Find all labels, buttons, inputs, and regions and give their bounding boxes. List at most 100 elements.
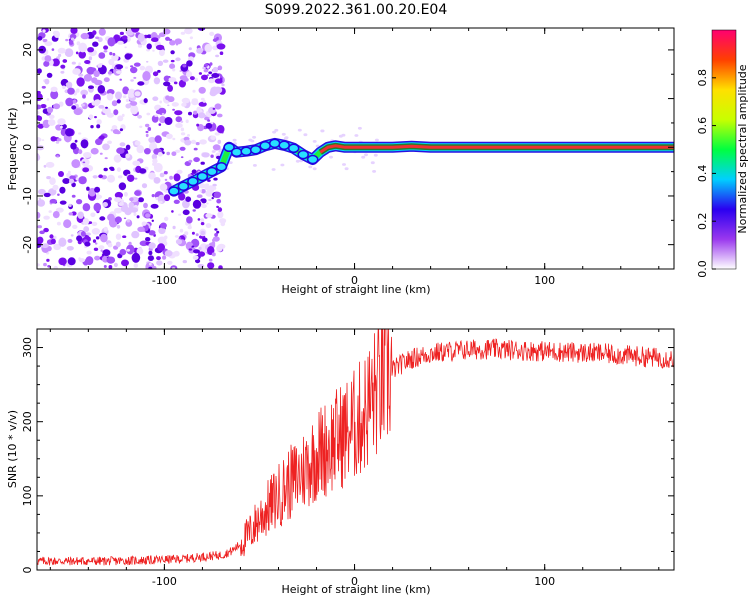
- speckle-dot: [228, 161, 233, 165]
- speckle-dot: [211, 197, 214, 200]
- speckle-dot: [217, 211, 224, 219]
- speckle-dot: [46, 106, 54, 114]
- speckle-dot: [94, 242, 98, 245]
- speckle-dot: [170, 59, 175, 63]
- speckle-dot: [192, 255, 199, 260]
- speckle-dot: [37, 263, 40, 267]
- y-tick-label: 200: [21, 411, 34, 432]
- speckle-dot: [67, 170, 71, 174]
- speckle-dot: [202, 237, 208, 243]
- speckle-dot: [204, 63, 209, 67]
- speckle-dot: [57, 193, 60, 196]
- speckle-dot: [218, 265, 223, 269]
- speckle-dot: [116, 70, 122, 74]
- speckle-dot: [147, 255, 154, 261]
- speckle-dot: [187, 134, 190, 137]
- speckle-dot: [104, 157, 108, 160]
- speckle-dot: [152, 49, 155, 52]
- speckle-dot: [126, 244, 135, 255]
- speckle-dot: [152, 71, 159, 77]
- speckle-dot: [342, 163, 346, 166]
- speckle-dot: [129, 207, 139, 213]
- speckle-dot: [221, 83, 225, 87]
- speckle-dot: [96, 124, 101, 129]
- speckle-dot: [118, 182, 127, 191]
- speckle-dot: [173, 173, 181, 182]
- speckle-dot: [49, 198, 57, 204]
- speckle-dot: [207, 119, 211, 122]
- speckle-dot: [46, 98, 50, 101]
- speckle-dot: [124, 46, 127, 49]
- speckle-dot: [116, 99, 121, 104]
- speckle-dot: [204, 185, 210, 191]
- speckle-dot: [114, 64, 124, 70]
- speckle-dot: [202, 99, 206, 103]
- speckle-dot: [107, 243, 113, 248]
- speckle-dot: [96, 119, 102, 125]
- speckle-dot: [182, 77, 189, 82]
- speckle-dot: [97, 85, 106, 94]
- speckle-dot: [173, 199, 180, 204]
- speckle-dot: [186, 71, 193, 78]
- snr-series-line: [37, 329, 674, 566]
- speckle-dot: [202, 66, 206, 70]
- speckle-dot: [117, 175, 123, 179]
- speckle-dot: [361, 155, 366, 159]
- speckle-dot: [134, 177, 138, 180]
- speckle-dot: [158, 48, 165, 57]
- speckle-dot: [171, 151, 177, 156]
- speckle-dot: [141, 221, 147, 226]
- speckle-dot: [167, 84, 174, 92]
- speckle-dot: [219, 218, 227, 224]
- colorbar-tick-label: 0.2: [696, 212, 709, 230]
- speckle-dot: [216, 205, 220, 209]
- speckle-dot: [113, 154, 122, 163]
- speckle-dot: [143, 98, 148, 104]
- speckle-dot: [131, 28, 140, 33]
- speckle-dot: [107, 37, 116, 47]
- speckle-dot: [198, 112, 206, 119]
- speckle-dot: [84, 241, 91, 247]
- speckle-dot: [119, 128, 123, 132]
- speckle-dot: [201, 198, 207, 204]
- speckle-dot: [94, 85, 98, 88]
- speckle-dot: [156, 256, 161, 261]
- speckle-dot: [214, 228, 218, 231]
- speckle-dot: [111, 100, 118, 107]
- speckle-dot: [145, 123, 150, 128]
- speckle-dot: [208, 198, 212, 202]
- speckle-dot: [161, 113, 165, 116]
- speckle-dot: [56, 138, 62, 142]
- speckle-dot: [158, 32, 166, 37]
- speckle-dot: [43, 262, 47, 267]
- speckle-dot: [37, 137, 42, 143]
- speckle-dot: [163, 194, 171, 202]
- speckle-dot: [187, 225, 192, 230]
- x-tick-label: 100: [534, 575, 555, 588]
- speckle-dot: [175, 57, 181, 62]
- speckle-dot: [97, 63, 103, 68]
- speckle-dot: [180, 31, 186, 35]
- speckle-dot: [133, 76, 137, 79]
- speckle-dot: [67, 238, 73, 243]
- speckle-dot: [119, 142, 126, 147]
- ridge-blob: [215, 162, 228, 172]
- speckle-dot: [130, 104, 139, 115]
- speckle-dot: [216, 43, 226, 50]
- speckle-dot: [196, 194, 203, 198]
- speckle-dot: [69, 33, 77, 40]
- speckle-dot: [63, 219, 72, 229]
- speckle-dot: [216, 125, 225, 134]
- speckle-dot: [76, 77, 85, 87]
- speckle-dot: [205, 183, 209, 186]
- speckle-dot: [86, 186, 90, 191]
- speckle-dot: [192, 89, 196, 93]
- speckle-dot: [98, 52, 106, 59]
- speckle-dot: [201, 204, 207, 209]
- speckle-dot: [103, 50, 108, 53]
- speckle-dot: [217, 139, 222, 144]
- speckle-dot: [37, 236, 44, 244]
- speckle-dot: [155, 44, 165, 51]
- speckle-dot: [134, 91, 141, 97]
- y-tick-label: 300: [21, 337, 34, 358]
